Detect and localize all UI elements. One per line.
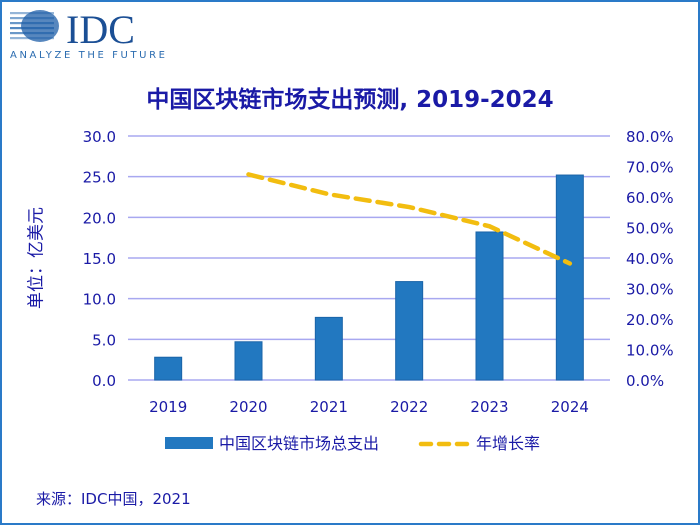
y-tick-label: 5.0 [92, 331, 116, 349]
x-tick-label: 2020 [229, 398, 267, 416]
legend-bar-swatch [165, 437, 213, 449]
y2-tick-label: 80.0% [626, 128, 674, 146]
legend-bar-label: 中国区块链市场总支出 [219, 434, 379, 453]
idc-logo: IDC [10, 8, 135, 48]
y2-tick-label: 0.0% [626, 372, 664, 390]
bar-2023 [475, 231, 504, 381]
y2-tick-label: 10.0% [626, 342, 674, 360]
growth-rate-line [246, 172, 573, 266]
bar-2020 [234, 341, 263, 381]
y2-tick-label: 70.0% [626, 159, 674, 177]
chart-title: 中国区块链市场支出预测, 2019-2024 [146, 87, 554, 113]
logo-tagline: ANALYZE THE FUTURE [10, 50, 168, 61]
y2-tick-label: 20.0% [626, 311, 674, 329]
y-tick-label: 25.0 [83, 169, 116, 187]
y-tick-label: 0.0 [92, 372, 116, 390]
bar-2019 [154, 356, 183, 381]
bar-2021 [314, 316, 343, 381]
y2-tick-label: 60.0% [626, 189, 674, 207]
bar-2024 [555, 174, 584, 381]
y-tick-label: 30.0 [83, 128, 116, 146]
y-tick-label: 15.0 [83, 250, 116, 268]
svg-text:IDC: IDC [66, 8, 135, 48]
y-tick-label: 10.0 [83, 291, 116, 309]
x-tick-label: 2024 [551, 398, 589, 416]
bar-2022 [395, 281, 424, 381]
y2-tick-label: 50.0% [626, 220, 674, 238]
y2-tick-label: 30.0% [626, 281, 674, 299]
x-tick-label: 2022 [390, 398, 428, 416]
y2-tick-label: 40.0% [626, 250, 674, 268]
x-tick-label: 2021 [310, 398, 348, 416]
x-tick-label: 2023 [470, 398, 508, 416]
y-tick-label: 20.0 [83, 209, 116, 227]
legend-line-label: 年增长率 [476, 434, 540, 453]
source-note: 来源：IDC中国，2021 [36, 490, 191, 508]
x-tick-label: 2019 [149, 398, 187, 416]
